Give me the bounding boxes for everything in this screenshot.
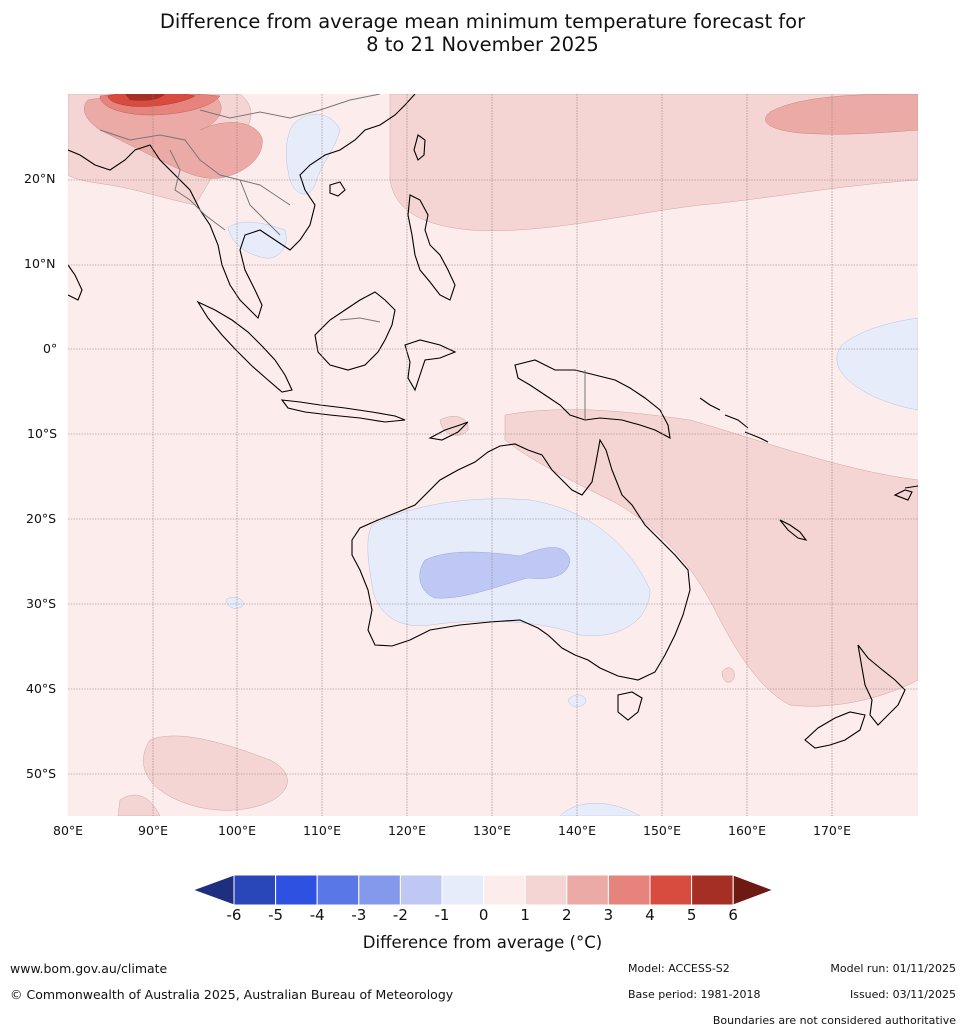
footer-model-run: Model run: 01/11/2025 [830,962,956,975]
coastline-sulawesi [404,339,457,392]
coastlines [68,94,918,749]
footer-base-period: Base period: 1981-2018 [628,988,761,1001]
political-boundaries [99,94,586,420]
coastline-india-edge [68,264,83,301]
lon-label-160e: 160°E [728,823,767,838]
lat-label-0: 0° [43,341,58,356]
anomaly-cooler-interior-wa [419,547,571,599]
coastline-philippines [407,194,456,301]
coastline-timor [428,421,469,441]
lon-label-80e: 80°E [53,823,84,838]
lon-label-170e: 170°E [813,823,852,838]
legend-tick: -3 [351,906,367,924]
legend-tick: 2 [562,906,572,924]
title-line-2: 8 to 21 November 2025 [366,33,599,56]
anomaly-warm-nz [721,667,735,683]
footer-issued: Issued: 03/11/2025 [849,988,956,1001]
lon-label-100e: 100°E [218,823,257,838]
lat-label-50s: 50°S [26,766,57,781]
legend-tick: -1 [434,906,450,924]
coastline-sumatra [196,300,293,393]
coastline-java [280,399,406,423]
legend-tick: 6 [728,906,738,924]
lat-label-10s: 10°S [27,426,58,441]
coastline-fiji [893,485,918,501]
coastline-australia [351,438,691,681]
coastline-new-caledonia [779,519,808,541]
gridlines [68,94,918,816]
legend-tick: 0 [478,906,489,924]
lat-label-10n: 10°N [24,256,56,271]
chart-title: Difference from average mean minimum tem… [0,10,965,56]
lon-label-140e: 140°E [558,823,597,838]
coastline-taiwan [413,134,426,161]
lat-label-40s: 40°S [26,681,57,696]
anomaly-hottest-tibet [125,94,165,101]
coastline-solomons [699,397,769,443]
legend-tick: -2 [392,906,408,924]
footer-model: Model: ACCESS-S2 [628,962,730,975]
legend-label: Difference from average (°C) [362,933,603,952]
lon-label-130e: 130°E [473,823,512,838]
legend-tick: 3 [603,906,614,924]
anomaly-warm-north-pacific-strong [765,94,918,135]
coastline-mainland-asia [68,94,416,320]
anomaly-cool-pacific-equator [836,317,918,411]
footer-disclaimer: Boundaries are not considered authoritat… [712,1014,956,1027]
lon-label-150e: 150°E [643,823,682,838]
lat-label-20n: 20°N [24,171,56,186]
lon-label-110e: 110°E [303,823,342,838]
anomaly-warm-coral-sea [504,409,918,707]
title-line-1: Difference from average mean minimum tem… [159,10,806,33]
coastline-nz-north [857,644,906,726]
coastline-tasmania [617,691,643,721]
legend-tick: -5 [268,906,284,924]
anomaly-warm-timor [439,416,469,436]
anomaly-cool-southern-ocean [559,803,641,816]
legend-tick: 1 [520,906,530,924]
legend-tick: -4 [309,906,325,924]
coastline-hainan [329,181,346,197]
lat-label-30s: 30°S [26,596,57,611]
footer-copyright: © Commonwealth of Australia 2025, Austra… [10,987,454,1002]
coastline-borneo [314,291,396,371]
anomaly-cool-tasmania-west [567,694,587,707]
anomaly-cool-thailand [227,221,287,259]
footer-website: www.bom.gov.au/climate [10,961,168,976]
lat-label-20s: 20°S [26,511,57,526]
anomaly-warm-southern-ocean-2 [117,794,161,816]
anomaly-warm-southern-ocean [143,735,288,811]
legend-tick: -6 [226,906,242,924]
legend-tick: 5 [686,906,697,924]
legend-tick: 4 [645,906,655,924]
anomaly-cool-south-china-sea [286,114,341,195]
coastline-nz-south [804,711,866,749]
lon-label-90e: 90°E [138,823,169,838]
lon-label-120e: 120°E [388,823,427,838]
